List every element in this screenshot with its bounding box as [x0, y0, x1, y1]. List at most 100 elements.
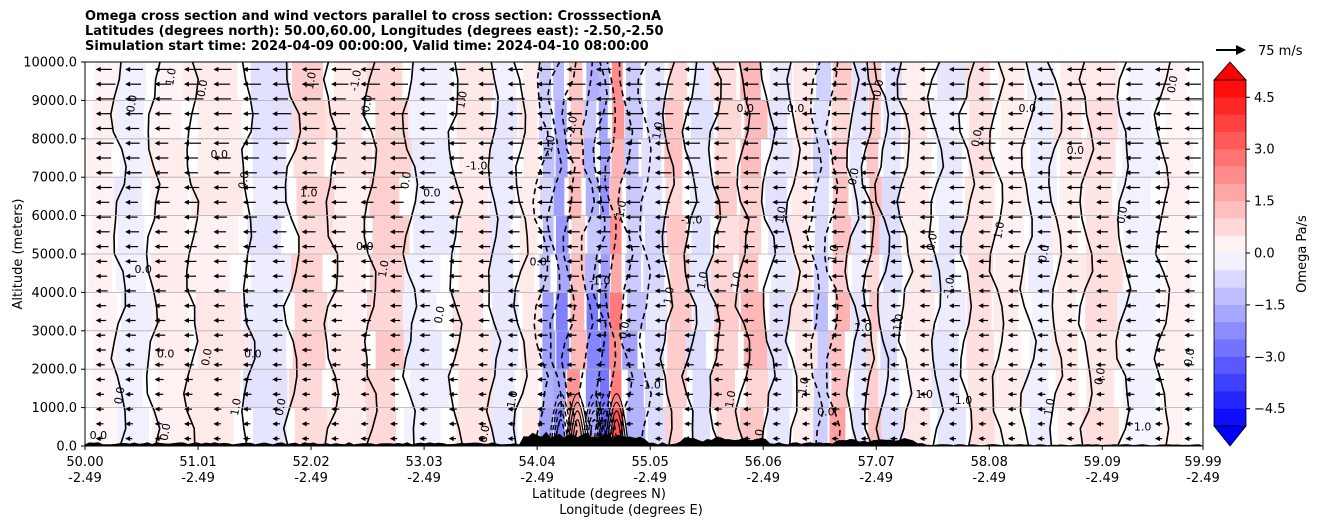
- wind-vector-head: [919, 244, 925, 250]
- wind-vector-head: [537, 170, 543, 176]
- wind-vector-head: [625, 214, 631, 220]
- omega-cell: [611, 138, 624, 178]
- omega-cell: [243, 292, 284, 332]
- colorbar-level: [1214, 218, 1246, 236]
- omega-cell: [626, 215, 643, 255]
- wind-vector-head: [860, 96, 866, 102]
- wind-vector-head: [948, 273, 954, 279]
- wind-vector-head: [978, 303, 984, 309]
- wind-vector-head: [448, 111, 454, 117]
- wind-vector-head: [301, 229, 307, 235]
- wind-vector-head: [625, 347, 631, 353]
- wind-vector-head: [684, 421, 690, 427]
- wind-vector-head: [1037, 258, 1043, 264]
- wind-vector-head: [772, 170, 778, 176]
- wind-vector-head: [419, 347, 425, 353]
- wind-vector-head: [1125, 391, 1131, 397]
- wind-vector-head: [772, 185, 778, 191]
- wind-vector-head: [1096, 317, 1102, 323]
- wind-vector-head: [772, 347, 778, 353]
- omega-cell: [879, 215, 901, 255]
- wind-vector-head: [448, 244, 454, 250]
- omega-cell: [153, 215, 186, 255]
- wind-vector-head: [213, 111, 219, 117]
- wind-vector-head: [389, 199, 395, 205]
- wind-vector-head: [1007, 140, 1013, 146]
- wind-vector-head: [125, 436, 131, 442]
- wind-vector-head: [831, 125, 837, 131]
- wind-vector-head: [389, 96, 395, 102]
- wind-vector-head: [801, 421, 807, 427]
- wind-vector-head: [183, 288, 189, 294]
- wind-vector-head: [389, 185, 395, 191]
- contour-label: 1.0: [163, 67, 179, 86]
- wind-vector-head: [801, 111, 807, 117]
- wind-vector-head: [742, 421, 748, 427]
- omega-cell: [866, 254, 880, 293]
- wind-vector-head: [360, 185, 366, 191]
- omega-cell: [404, 254, 441, 293]
- omega-cell: [998, 369, 1026, 409]
- wind-vector-head: [331, 66, 337, 72]
- colorbar-level: [1214, 253, 1246, 271]
- contour-label: -1.0: [639, 378, 660, 391]
- omega-cell: [1159, 407, 1183, 446]
- wind-vector-head: [1066, 406, 1072, 412]
- wind-vector-head: [448, 185, 454, 191]
- wind-vector-head: [742, 66, 748, 72]
- omega-cell: [816, 62, 832, 101]
- wind-vector-head: [919, 229, 925, 235]
- wind-vector-head: [1096, 303, 1102, 309]
- omega-cell: [585, 177, 599, 217]
- wind-vector-head: [301, 303, 307, 309]
- contour-label: 0.0: [112, 386, 128, 405]
- x-tick-label-latitude: 59.99: [1184, 455, 1221, 470]
- wind-vector-head: [95, 155, 101, 161]
- wind-vector-head: [978, 391, 984, 397]
- wind-vector-head: [154, 436, 160, 442]
- wind-vector-head: [713, 214, 719, 220]
- wind-vector-head: [772, 258, 778, 264]
- wind-vector-head: [213, 288, 219, 294]
- wind-vector-head: [242, 347, 248, 353]
- wind-vector-head: [272, 140, 278, 146]
- wind-vector-head: [684, 288, 690, 294]
- colorbar-extend-low: [1213, 425, 1247, 447]
- wind-vector-head: [919, 288, 925, 294]
- wind-vector-head: [890, 317, 896, 323]
- contour-label: 0.0: [1092, 367, 1108, 386]
- omega-cell: [520, 369, 539, 409]
- wind-vector-head: [831, 244, 837, 250]
- wind-vector-head: [301, 170, 307, 176]
- wind-vector-head: [978, 347, 984, 353]
- wind-vector-head: [1007, 332, 1013, 338]
- wind-vector-head: [831, 406, 837, 412]
- wind-vector-head: [890, 244, 896, 250]
- omega-cell: [523, 138, 540, 178]
- wind-vector-head: [1037, 199, 1043, 205]
- wind-vector-head: [213, 170, 219, 176]
- omega-cell: [296, 177, 335, 217]
- omega-cell: [197, 330, 253, 370]
- wind-vector-head: [1037, 170, 1043, 176]
- omega-cell: [901, 177, 929, 217]
- wind-vector-head: [772, 96, 778, 102]
- wind-vector-head: [1184, 125, 1190, 131]
- omega-cell: [599, 292, 609, 332]
- wind-vector-head: [154, 406, 160, 412]
- wind-vector-head: [478, 258, 484, 264]
- wind-vector-head: [1007, 273, 1013, 279]
- wind-vector-head: [978, 111, 984, 117]
- wind-vector-head: [860, 303, 866, 309]
- wind-vector-head: [713, 391, 719, 397]
- wind-vector-head: [831, 111, 837, 117]
- wind-vector-head: [1096, 229, 1102, 235]
- omega-cell: [366, 292, 403, 332]
- wind-vector-head: [713, 140, 719, 146]
- wind-vector-head: [654, 96, 660, 102]
- wind-vector-head: [419, 81, 425, 87]
- wind-vector-head: [507, 406, 513, 412]
- wind-vector-head: [95, 317, 101, 323]
- wind-vector-head: [360, 81, 366, 87]
- omega-cell: [1127, 254, 1162, 293]
